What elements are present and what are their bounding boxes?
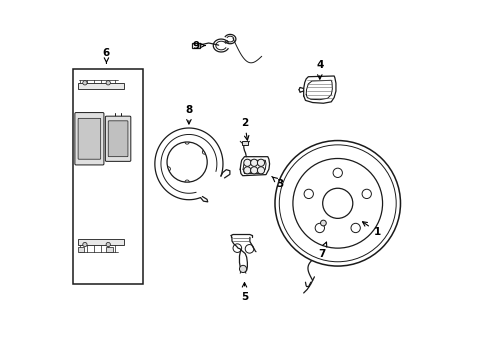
Text: 7: 7 — [317, 242, 326, 258]
Text: 2: 2 — [241, 118, 248, 140]
Text: 6: 6 — [102, 48, 110, 63]
FancyBboxPatch shape — [108, 121, 128, 157]
FancyBboxPatch shape — [105, 116, 131, 161]
Text: 8: 8 — [185, 105, 192, 124]
Circle shape — [106, 81, 110, 85]
Bar — [78, 247, 84, 252]
Bar — [73, 69, 142, 284]
Circle shape — [82, 81, 87, 85]
Circle shape — [106, 242, 110, 247]
Circle shape — [320, 220, 325, 226]
Text: 5: 5 — [241, 283, 247, 302]
FancyBboxPatch shape — [75, 113, 104, 165]
Circle shape — [82, 242, 87, 247]
Text: 3: 3 — [271, 176, 284, 189]
Circle shape — [257, 159, 264, 166]
Circle shape — [244, 167, 250, 174]
Circle shape — [239, 265, 246, 273]
Text: 1: 1 — [362, 222, 380, 237]
Circle shape — [274, 140, 400, 266]
Circle shape — [257, 167, 264, 174]
Bar — [191, 43, 199, 48]
Bar — [242, 141, 247, 145]
Text: 9: 9 — [192, 41, 205, 50]
Bar — [78, 83, 124, 89]
Bar — [106, 247, 113, 252]
FancyBboxPatch shape — [78, 118, 101, 159]
Circle shape — [250, 159, 257, 166]
Circle shape — [250, 167, 257, 174]
Circle shape — [244, 159, 250, 166]
Bar — [78, 239, 124, 244]
Text: 4: 4 — [315, 60, 323, 79]
